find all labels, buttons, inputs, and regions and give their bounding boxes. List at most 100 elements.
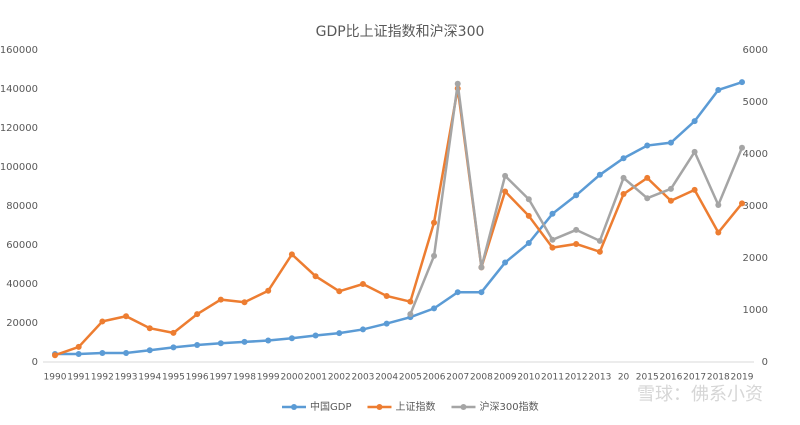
point [525,196,532,203]
point [170,329,177,336]
point [596,171,603,178]
point [454,289,461,296]
point [739,144,745,151]
point [265,337,272,344]
y2-tick-label: 6000 [743,45,768,56]
x-tick-label: 2005 [399,373,422,383]
point [359,281,366,287]
x-tick-label: 2010 [517,373,540,383]
point [644,195,651,202]
point [123,350,130,357]
point [691,186,698,193]
point [739,79,745,86]
point [312,332,319,339]
point [312,273,319,280]
y2-tick-label: 4000 [743,149,768,160]
point [549,244,556,251]
x-tick-label: 1990 [44,373,67,383]
x-tick-label: 2003 [352,373,375,383]
point [644,174,651,181]
x-tick-label: 1994 [138,373,161,383]
point [525,212,532,219]
legend-swatch-dot [376,404,383,410]
x-tick-label: 2002 [328,373,351,383]
point [667,197,674,204]
y-tick-label: 140000 [0,84,38,95]
y-tick-label: 40000 [6,279,38,290]
point [739,200,745,207]
point [431,305,438,312]
point [75,351,82,358]
y2-tick-label: 5000 [743,97,768,108]
x-tick-label: 1993 [115,373,138,383]
x-tick-label: 2019 [731,373,754,383]
point [336,330,343,337]
x-tick-label: 1995 [162,373,185,383]
x-tick-label: 2017 [683,373,706,383]
point [454,80,461,87]
point [502,172,509,179]
y-tick-label: 80000 [6,201,38,212]
legend-label: 上证指数 [395,400,435,413]
y-tick-label: 60000 [6,240,38,251]
legend-swatch-dot [291,404,297,410]
x-tick-label: 2006 [423,373,446,383]
point [573,226,580,233]
x-tick-label: 2009 [494,373,517,383]
y-tick-label: 120000 [0,123,38,134]
x-tick-label: 2004 [375,373,398,383]
point [288,335,295,342]
point [478,264,485,271]
point [573,240,580,247]
series-line [55,80,743,356]
x-tick-label: 1991 [67,373,90,383]
point [170,344,177,351]
y2-tick-label: 2000 [743,253,768,264]
point [241,299,248,306]
point [667,185,674,192]
point [525,240,532,247]
x-tick-label: 1992 [91,373,114,383]
point [146,325,153,332]
point [644,142,651,149]
point [383,292,390,299]
point [620,191,627,198]
x-tick-label: 1997 [209,373,232,383]
watermark: 雪球：佛系小资 [637,384,763,405]
point [549,210,556,217]
x-tick-label: 2000 [280,373,303,383]
point [431,252,438,259]
x-tick-label: 2016 [659,373,682,383]
x-tick-label: 2011 [541,373,564,383]
point [336,288,343,295]
point [596,248,603,255]
x-tick-label: 20 [618,373,630,383]
point [502,188,509,195]
point [549,236,556,243]
point [691,118,698,125]
point [241,338,248,345]
x-tick-label: 1999 [257,373,280,383]
point [431,219,438,226]
point [691,148,698,155]
point [99,350,106,357]
point [217,296,224,303]
point [715,229,722,236]
series-line [54,88,743,357]
point [265,287,272,294]
chart-title: GDP比上证指数和沪深300 [316,24,485,40]
y-tick-label: 160000 [0,45,38,56]
x-tick-label: 2012 [565,373,588,383]
point [573,192,580,199]
point [194,311,201,318]
y-tick-label: 0 [32,357,38,368]
point [667,139,674,146]
point [123,313,130,320]
point [715,86,722,93]
legend-label: 沪深300指数 [479,400,538,413]
y2-tick-label: 3000 [743,201,768,212]
point [194,342,201,349]
point [288,251,295,258]
